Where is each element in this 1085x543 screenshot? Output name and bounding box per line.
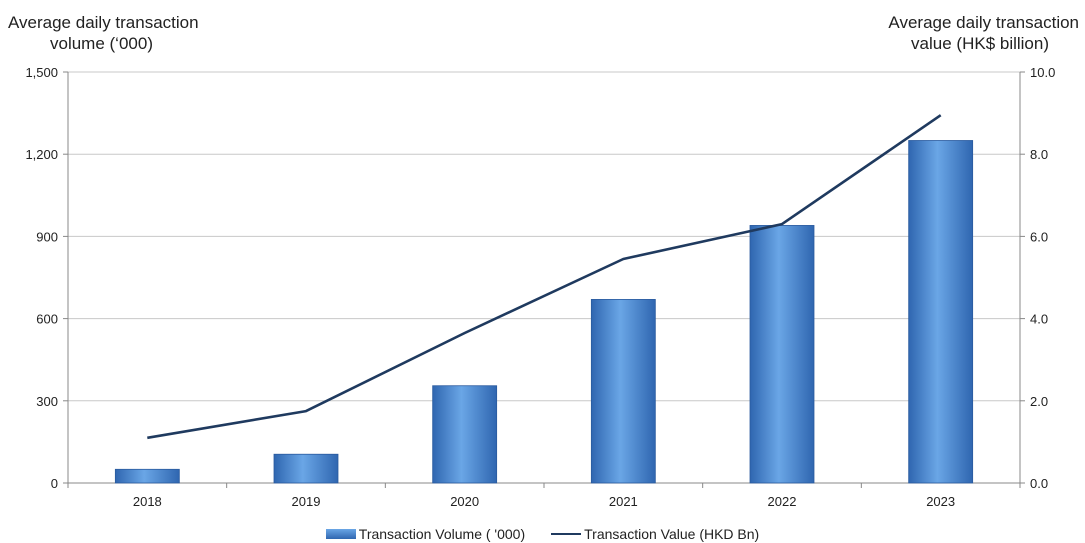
bar-volume [590, 299, 656, 484]
legend-line-swatch [551, 532, 582, 535]
right-tick-label: 10.0 [1030, 65, 1055, 80]
legend-item-volume: Transaction Volume ( '000) [325, 525, 526, 542]
left-tick-label: 600 [36, 312, 58, 327]
legend-bar-swatch [325, 528, 356, 539]
combo-chart: 0 0.0 300 2.0 600 4.0 900 6.0 1,200 8.0 1,500 10.0 2… [25, 65, 1055, 509]
legend: Transaction Volume ( '000) Transaction V… [0, 524, 1085, 543]
x-tick-label: 2018 [133, 494, 162, 509]
bar-volume [432, 385, 498, 484]
line-value-series [147, 114, 942, 440]
legend-label-value: Transaction Value (HKD Bn) [584, 525, 760, 542]
x-tick-label: 2019 [292, 494, 321, 509]
bar-volume [114, 468, 180, 484]
left-tick-label: 900 [36, 229, 58, 244]
right-axis-title: Average daily transaction value (HK$ bil… [888, 12, 1079, 54]
left-tick-label: 1,500 [25, 65, 58, 80]
x-tick-label: 2020 [450, 494, 479, 509]
left-tick-label: 300 [36, 394, 58, 409]
bar-volume [908, 140, 974, 484]
x-tick-label: 2023 [926, 494, 955, 509]
right-tick-label: 4.0 [1030, 312, 1048, 327]
legend-item-value: Transaction Value (HKD Bn) [551, 526, 759, 542]
legend-label-volume: Transaction Volume ( '000) [358, 525, 526, 542]
left-axis-title-line1: Average daily transaction [8, 13, 199, 32]
left-tick-label: 0 [51, 476, 58, 491]
bar-volume [273, 453, 339, 484]
x-tick-label: 2021 [609, 494, 638, 509]
left-axis-title: Average daily transaction volume (‘000) [8, 12, 199, 54]
bar-volume [749, 225, 815, 484]
right-axis-title-line2: value (HK$ billion) [911, 34, 1049, 53]
right-tick-label: 2.0 [1030, 394, 1048, 409]
right-axis-title-line1: Average daily transaction [888, 13, 1079, 32]
right-tick-label: 0.0 [1030, 476, 1048, 491]
left-tick-label: 1,200 [25, 147, 58, 162]
right-tick-label: 6.0 [1030, 229, 1048, 244]
x-tick-label: 2022 [768, 494, 797, 509]
left-axis-title-line2: volume (‘000) [50, 34, 153, 53]
right-tick-label: 8.0 [1030, 147, 1048, 162]
